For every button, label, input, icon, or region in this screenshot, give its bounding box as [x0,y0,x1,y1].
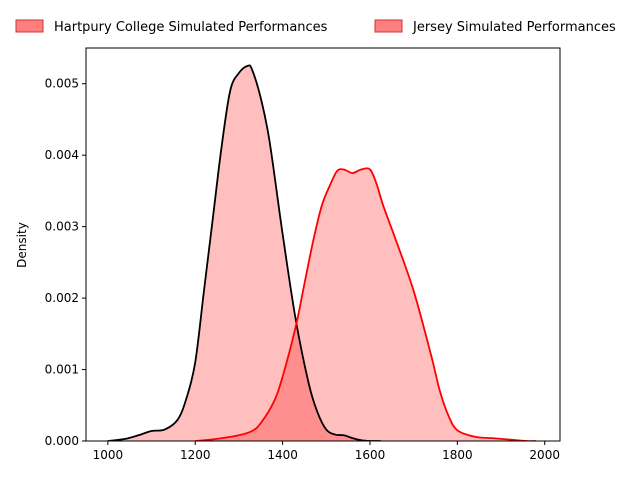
density-line-series-2 [195,167,536,441]
y-axis-title: Density [15,222,29,268]
legend-swatch-series-1 [15,19,44,33]
density-line-series-1 [107,64,381,441]
y-tick-label: 0.001 [45,363,79,377]
y-tick-label: 0.002 [45,291,79,305]
y-tick-label: 0.004 [45,148,79,162]
legend-label-series-1: Hartpury College Simulated Performances [54,20,328,35]
x-axis: 1000 1200 1400 1600 1800 2000 [93,441,560,462]
legend-label-series-2: Jersey Simulated Performances [412,20,616,35]
x-tick-label: 1000 [93,448,124,462]
legend-swatch-series-2 [374,19,403,33]
x-tick-label: 1800 [442,448,473,462]
plot-lines [107,64,536,441]
x-tick-label: 1600 [355,448,386,462]
legend: Hartpury College Simulated Performances … [15,19,616,35]
x-tick-label: 2000 [529,448,560,462]
density-area-series-2 [195,168,536,441]
y-tick-label: 0.003 [45,220,79,234]
plot-frame [85,47,561,442]
x-tick-label: 1200 [180,448,211,462]
density-area-series-1 [107,65,381,441]
plot-fills [107,65,536,441]
y-tick-label: 0.000 [45,434,79,448]
y-tick-label: 0.005 [45,77,79,91]
y-axis: 0.000 0.001 0.002 0.003 0.004 0.005 [45,77,86,448]
x-tick-label: 1400 [267,448,298,462]
